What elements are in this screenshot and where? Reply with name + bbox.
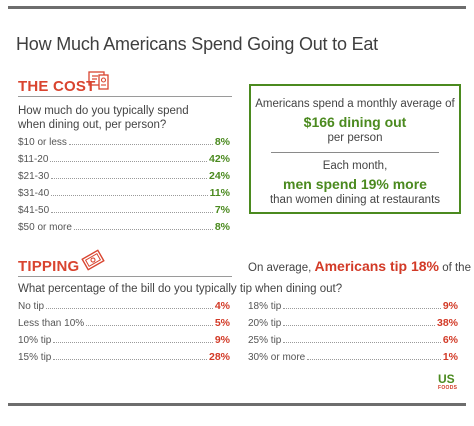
tip-average-note: On average, Americans tip 18% of the bil… <box>248 258 474 274</box>
cost-question: How much do you typically spend when din… <box>18 104 189 132</box>
cost-row-value: 11% <box>209 187 230 199</box>
cost-row-label: $11-20 <box>18 154 49 165</box>
cost-row-value: 7% <box>214 204 230 216</box>
tip-row: Less than 10% 5% <box>18 315 230 329</box>
tip-row-label: 18% tip <box>248 301 282 312</box>
cost-row-label: $21-30 <box>18 171 50 182</box>
tip-row: 25% tip 6% <box>248 332 458 346</box>
tip-note-suffix: of the bill <box>442 262 474 274</box>
callout-line6: than women dining at restaurants <box>269 194 441 206</box>
tip-row: 30% or more 1% <box>248 349 458 363</box>
cost-row-label: $50 or more <box>18 222 72 233</box>
tip-row-value: 1% <box>442 351 458 363</box>
cost-heading: THE COST <box>18 78 96 95</box>
tip-row: 15% tip 28% <box>18 349 230 363</box>
tip-note-prefix: On average, <box>248 262 312 274</box>
tip-row: 20% tip 38% <box>248 315 458 329</box>
cost-row-value: 24% <box>208 170 230 182</box>
cost-question-line2: when dining out, per person? <box>18 119 167 131</box>
receipt-icon <box>86 68 110 97</box>
cost-row-label: $41-50 <box>18 205 50 216</box>
spending-callout: Americans spend a monthly average of $16… <box>249 84 461 214</box>
cost-row-label: $10 or less <box>18 137 67 148</box>
cost-row: $21-30 24% <box>18 168 230 182</box>
cost-question-line1: How much do you typically spend <box>18 105 189 117</box>
logo-us-text: US <box>438 372 455 386</box>
callout-divider <box>271 152 439 153</box>
tip-row-label: Less than 10% <box>18 318 85 329</box>
tip-row-label: 20% tip <box>248 318 282 329</box>
cost-row: $41-50 7% <box>18 202 230 216</box>
us-foods-logo: US FOODS <box>438 372 458 391</box>
bottom-rule <box>8 403 466 406</box>
cost-row: $50 or more 8% <box>18 219 230 233</box>
cost-row-value: 8% <box>214 136 230 148</box>
tip-row-value: 4% <box>214 300 230 312</box>
cost-row: $10 or less 8% <box>18 134 230 148</box>
cost-row-label: $31-40 <box>18 188 50 199</box>
top-rule <box>8 6 466 9</box>
tip-row-value: 6% <box>442 334 458 346</box>
tip-row-label: 15% tip <box>18 352 52 363</box>
tip-row-label: 10% tip <box>18 335 52 346</box>
tip-row-value: 5% <box>214 317 230 329</box>
callout-line4: Each month, <box>322 160 388 172</box>
cost-row-value: 8% <box>214 221 230 233</box>
tipping-heading-underline <box>18 276 232 277</box>
page-title: How Much Americans Spend Going Out to Ea… <box>16 34 378 54</box>
tip-row: 10% tip 9% <box>18 332 230 346</box>
callout-line3: per person <box>327 132 383 144</box>
tip-row-label: 30% or more <box>248 352 306 363</box>
tip-row: 18% tip 9% <box>248 298 458 312</box>
logo-foods-text: FOODS <box>438 385 458 391</box>
callout-line1: Americans spend a monthly average of <box>255 98 455 110</box>
cost-row-value: 42% <box>208 153 230 165</box>
cost-row: $11-20 42% <box>18 151 230 165</box>
tip-row-value: 38% <box>436 317 458 329</box>
tip-row-label: 25% tip <box>248 335 282 346</box>
tip-row-value: 9% <box>442 300 458 312</box>
callout-line2: $166 dining out <box>303 114 407 130</box>
tip-row-value: 9% <box>214 334 230 346</box>
tip-row: No tip 4% <box>18 298 230 312</box>
money-icon <box>80 247 106 278</box>
tip-note-highlight: Americans tip 18% <box>314 258 440 274</box>
cost-row: $31-40 11% <box>18 185 230 199</box>
tipping-question: What percentage of the bill do you typic… <box>18 283 343 295</box>
cost-heading-underline <box>18 96 232 97</box>
tip-row-label: No tip <box>18 301 45 312</box>
callout-line5: men spend 19% more <box>283 176 427 192</box>
tipping-heading: TIPPING <box>18 258 80 275</box>
tip-row-value: 28% <box>208 351 230 363</box>
